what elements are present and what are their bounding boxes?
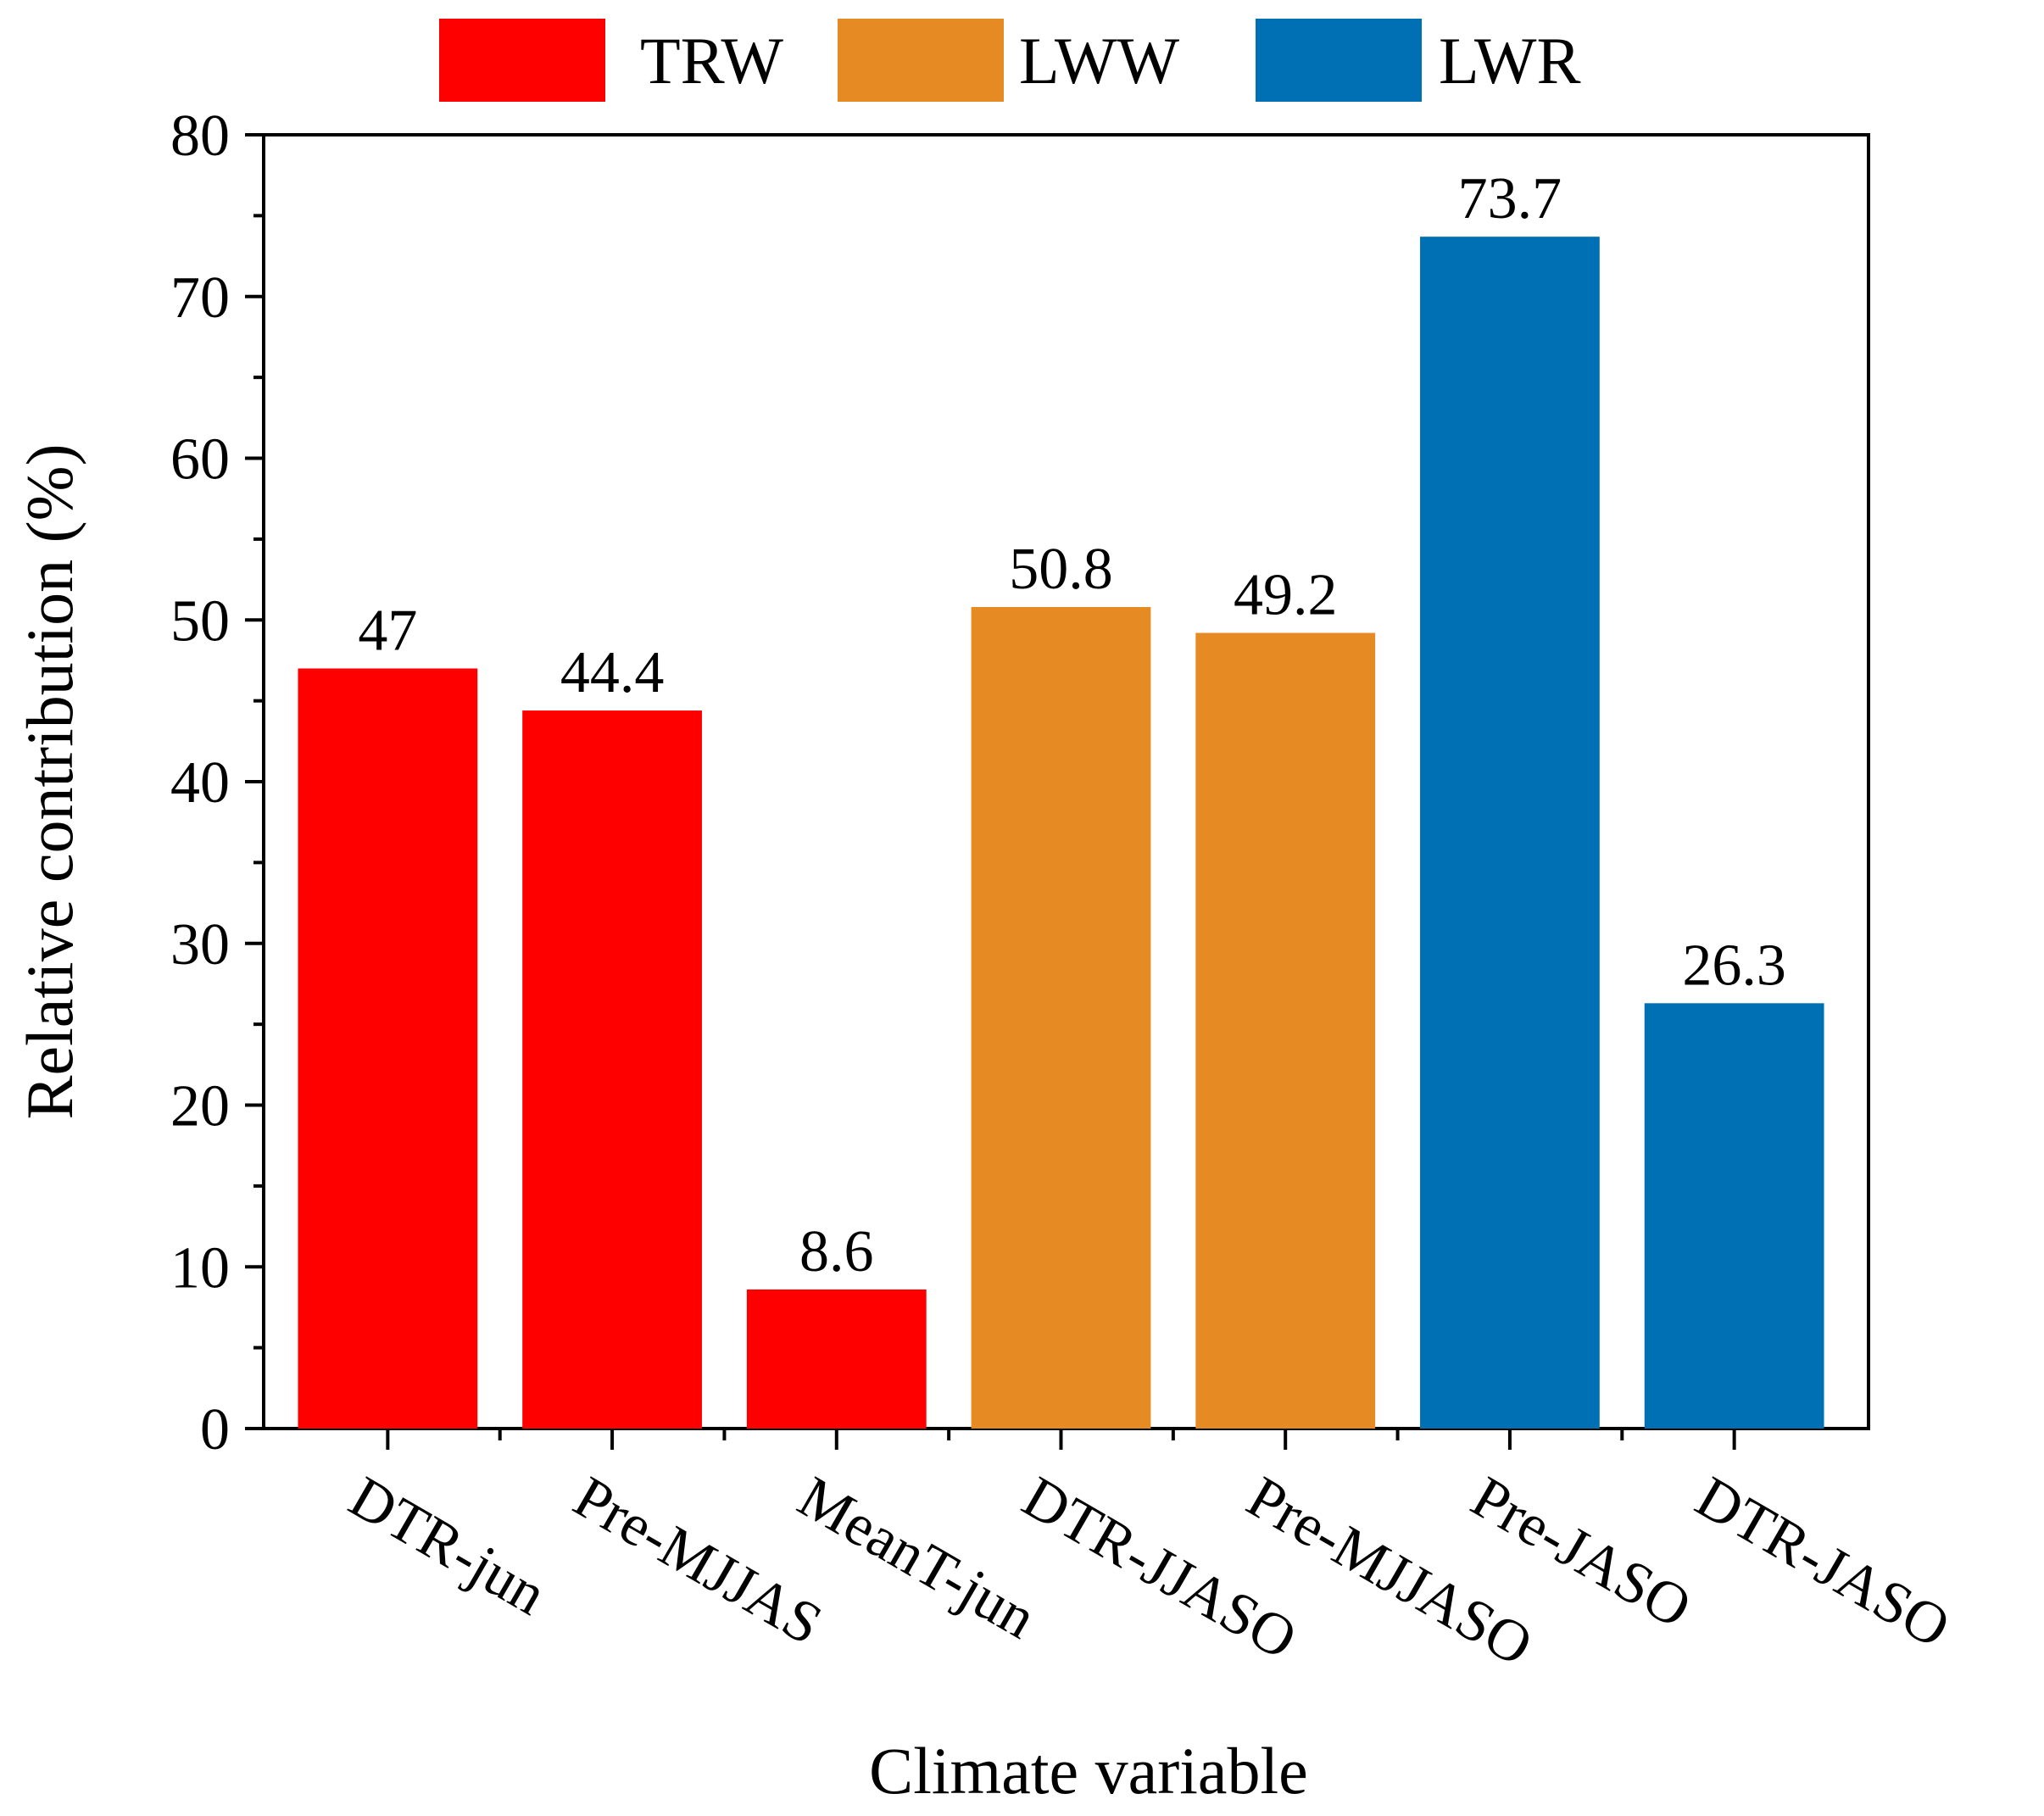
legend-swatch-lww: [838, 19, 1004, 102]
x-tick-label: MeanT-jun: [788, 1464, 1047, 1652]
y-tick-label: 30: [170, 912, 230, 978]
legend: TRW LWW LWR: [439, 19, 1581, 102]
y-tick-label: 40: [170, 750, 230, 816]
value-label-dtr-jaso: 26.3: [1682, 933, 1786, 998]
y-tick-label: 20: [170, 1074, 230, 1139]
bar-pre-mjjaso: [1195, 632, 1376, 1429]
legend-label-trw: TRW: [640, 24, 783, 97]
legend-label-lwr: LWR: [1439, 24, 1581, 97]
y-tick-label: 80: [170, 103, 230, 169]
x-tick-label: DTR-JASO: [1685, 1464, 1961, 1661]
y-axis: 0 10 20 30 40 50 60 70 80: [170, 103, 264, 1462]
bar-pre-jaso: [1420, 237, 1600, 1429]
y-tick-label: 70: [170, 265, 230, 331]
bar-dtr-jun: [298, 668, 478, 1429]
bar-meant-jun: [746, 1289, 927, 1429]
bar-dtr-jaso: [1644, 1003, 1824, 1429]
value-label-pre-jaso: 73.7: [1458, 166, 1562, 231]
value-label-pre-mjjas: 44.4: [560, 640, 665, 705]
x-tick-label: DTR-jun: [338, 1464, 556, 1628]
x-tick-label: Pre-MJJAS: [563, 1464, 833, 1657]
value-label-pre-mjjaso: 49.2: [1234, 563, 1338, 628]
bar-pre-mjjas: [522, 710, 702, 1429]
x-axis: DTR-jun Pre-MJJASMeanT-junDTR-JJASOPre-MJ…: [338, 1429, 1960, 1680]
legend-label-lww: LWW: [1019, 24, 1179, 97]
value-label-dtr-jjaso: 50.8: [1009, 537, 1113, 602]
bar-dtr-jjaso: [971, 606, 1151, 1429]
bars: 47 44.4 8.6 50.8 49.2 73.7 26.3: [298, 166, 1824, 1429]
y-tick-label: 0: [200, 1397, 230, 1462]
x-axis-title: Climate variable: [869, 1734, 1308, 1808]
y-tick-label: 10: [170, 1235, 230, 1301]
legend-swatch-lwr: [1256, 19, 1422, 102]
y-axis-title: Relative contribution (%): [13, 443, 86, 1119]
y-tick-label: 60: [170, 427, 230, 493]
legend-swatch-trw: [439, 19, 605, 102]
value-label-meant-jun: 8.6: [799, 1219, 874, 1284]
y-tick-label: 50: [170, 588, 230, 654]
value-label-dtr-jun: 47: [358, 598, 417, 663]
